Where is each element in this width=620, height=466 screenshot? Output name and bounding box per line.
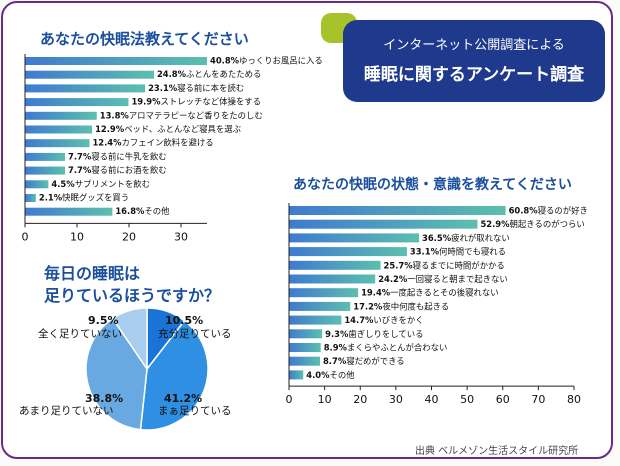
chart2-bar-label: 17.2%夜中何度も起きる — [353, 301, 449, 311]
pie-title-line1: 毎日の睡眠は — [44, 264, 141, 283]
chart2-bar-label: 14.7%いびきをかく — [344, 315, 423, 325]
pie-slice-percent: 38.8% — [85, 392, 123, 405]
pie-title-line2: 足りているほうですか？ — [44, 286, 221, 305]
chart1-bar-label: 4.5%サプリメントを飲む — [51, 179, 150, 189]
title-banner — [343, 20, 605, 102]
chart1-bar-label: 7.7%寝る前にお酒を飲む — [68, 165, 167, 175]
pie-slice-label: あまり足りていない — [19, 405, 114, 417]
chart1-bar — [25, 207, 113, 216]
chart1-title: あなたの快眠法教えてください — [40, 30, 249, 48]
chart1-bar-label: 23.1%寝る前に本を読む — [148, 83, 244, 93]
chart2-tick-label: 60 — [496, 393, 510, 406]
chart1-bar — [25, 180, 49, 189]
chart1-bar-label: 40.8%ゆっくりお風呂に入る — [210, 56, 323, 66]
chart2-bar-label: 8.7%寝だめができる — [323, 356, 405, 366]
chart2-bar — [289, 274, 376, 284]
chart2-bar — [289, 315, 342, 325]
chart1-bar — [25, 84, 146, 93]
chart1-bar-label: 12.4%カフェイン飲料を避ける — [92, 138, 213, 148]
chart2-bar-label: 33.1%何時間でも寝れる — [410, 247, 506, 257]
chart1-bar — [25, 98, 129, 107]
chart1-bar-label: 24.8%ふとんをあたためる — [157, 69, 261, 79]
pie-slice — [139, 319, 209, 431]
banner-title: 睡眠に関するアンケート調査 — [363, 65, 585, 85]
chart2-bar — [289, 370, 304, 380]
chart1-bar-label: 13.8%アロマテラピーなど香りをたのしむ — [100, 110, 263, 120]
chart1-bar-label: 16.8%その他 — [115, 206, 170, 216]
banner-subtitle: インターネット公開調査による — [383, 38, 565, 53]
chart2-bar-label: 19.4%一度起きるとその後寝れない — [361, 288, 499, 298]
chart1-bar-label: 2.1%快眠グッズを買う — [39, 193, 129, 203]
pie-slice-percent: 10.5% — [165, 314, 203, 327]
pie-slice-label: 全く足りていない — [38, 327, 122, 340]
chart2-bar-label: 36.5%疲れが取れない — [422, 233, 510, 243]
chart2-bar — [289, 356, 320, 366]
chart2-tick-label: 0 — [286, 393, 293, 406]
chart2-tick-label: 50 — [460, 393, 474, 406]
chart2-bar-label: 60.8%寝るのが好き — [509, 206, 588, 216]
chart2-bar-label: 9.3%歯ぎしりをしている — [325, 329, 423, 339]
chart1-tick-label: 30 — [174, 230, 188, 243]
chart2-bar — [289, 343, 321, 352]
chart2-bar-label: 4.0%その他 — [306, 370, 355, 380]
chart2-title: あなたの快眠の状態・意識を教えてください — [293, 177, 572, 193]
chart1-tick-label: 0 — [22, 230, 29, 243]
pie-slice-percent: 41.2% — [164, 392, 202, 405]
chart2-bar-label: 8.9%まくらやふとんが合わない — [324, 343, 448, 353]
chart2-bar — [289, 247, 407, 257]
chart2-bar — [289, 329, 323, 339]
chart1-bar — [25, 111, 97, 120]
chart2-tick-label: 40 — [425, 393, 439, 406]
chart2-bar-label: 24.2%一回寝ると朝まで起きない — [378, 274, 508, 284]
chart2-bar — [289, 301, 351, 311]
pie-slice-percent: 9.5% — [88, 314, 119, 327]
chart2-bar-label: 52.9%朝起きるのがつらい — [480, 219, 584, 229]
chart1-tick-label: 10 — [70, 230, 84, 243]
chart1-bar — [25, 139, 90, 148]
chart1-bar — [25, 166, 66, 175]
chart1-bar-label: 19.9%ストレッチなど体操をする — [131, 97, 261, 107]
chart1-bar — [25, 70, 154, 79]
chart1-bar — [25, 57, 207, 65]
chart2-bar — [289, 233, 420, 243]
chart2-bar — [289, 260, 381, 270]
source-credit: 出典 ベルメゾン生活スタイル研究所 — [415, 446, 579, 457]
pie-slice-label: まぁ足りている — [158, 405, 232, 417]
chart1-bar — [25, 194, 36, 202]
chart2-bar — [289, 206, 506, 215]
chart2-bar — [289, 288, 359, 298]
chart1-bar-label: 7.7%寝る前に牛乳を飲む — [68, 151, 167, 161]
pie-slice-label: 充分足りている — [158, 327, 232, 340]
chart2-bar — [289, 219, 478, 229]
chart2-tick-label: 30 — [389, 393, 403, 406]
chart2-bar-label: 25.7%寝るまでに時間がかかる — [384, 260, 505, 270]
chart2-tick-label: 70 — [531, 393, 545, 406]
chart2-tick-label: 10 — [318, 393, 332, 406]
chart1-bar — [25, 152, 66, 161]
chart1-bar — [25, 125, 93, 134]
pie-slice — [85, 317, 148, 431]
pie-slice — [111, 307, 148, 372]
chart2-tick-label: 20 — [353, 393, 367, 406]
chart1-tick-label: 20 — [122, 230, 136, 243]
chart1-bar-label: 12.9%ベッド、ふとんなど寝具を選ぶ — [95, 124, 242, 134]
chart2-tick-label: 80 — [567, 393, 581, 406]
